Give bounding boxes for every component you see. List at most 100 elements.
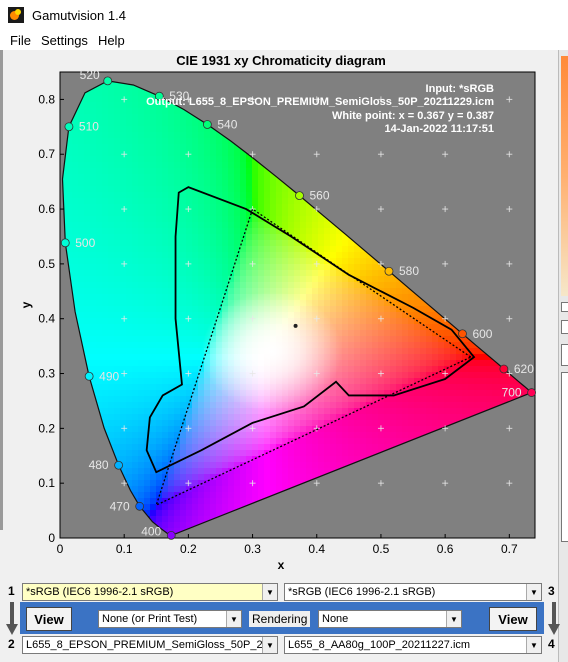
- grid-plus-marker: [442, 425, 449, 432]
- wavelength-label-540: 540: [217, 117, 237, 131]
- menu-help[interactable]: Help: [97, 32, 125, 48]
- output-profile-select[interactable]: L655_8_EPSON_PREMIUM_SemiGloss_50P_2( ▼: [22, 636, 278, 654]
- compare-input-profile-select[interactable]: *sRGB (IEC6 1996-2.1 sRGB) ▼: [284, 583, 542, 601]
- output-profile-value: L655_8_EPSON_PREMIUM_SemiGloss_50P_2(: [26, 639, 267, 651]
- y-tick-label: 0.2: [38, 421, 55, 435]
- right-list[interactable]: [561, 372, 568, 542]
- grid-plus-marker: [185, 425, 192, 432]
- plot-title: CIE 1931 xy Chromaticity diagram: [176, 53, 386, 68]
- wavelength-dot-540: [202, 120, 212, 129]
- grid-plus-marker: [121, 315, 128, 322]
- grid-plus-marker: [442, 480, 449, 487]
- y-tick-label: 0: [48, 531, 55, 545]
- grid-plus-marker: [121, 96, 128, 103]
- chevron-down-icon[interactable]: ▼: [526, 637, 541, 653]
- x-tick-label: 0.1: [116, 542, 133, 556]
- grid-plus-marker: [377, 370, 384, 377]
- right-checkbox[interactable]: [561, 302, 568, 312]
- chevron-down-icon[interactable]: ▼: [262, 637, 277, 653]
- wavelength-dot-500: [60, 238, 70, 248]
- grid-plus-marker: [506, 370, 513, 377]
- grid-plus-marker: [377, 151, 384, 158]
- wavelength-dot-470: [135, 501, 145, 511]
- wavelength-dot-530: [154, 91, 164, 101]
- print-test-select[interactable]: None (or Print Test) ▼: [98, 610, 242, 628]
- menu-file[interactable]: File: [10, 32, 31, 48]
- right-button[interactable]: [561, 344, 568, 366]
- compare-output-profile-select[interactable]: L655_8_AA80g_100P_20211227.icm ▼: [284, 636, 542, 654]
- wavelength-label-470: 470: [110, 499, 130, 513]
- grid-plus-marker: [442, 206, 449, 213]
- window-title: Gamutvision 1.4: [32, 7, 126, 23]
- wavelength-dot-600: [458, 329, 467, 339]
- y-tick-label: 0.4: [38, 312, 55, 326]
- input-profile-value: *sRGB (IEC6 1996-2.1 sRGB): [26, 586, 174, 598]
- wavelength-label-700: 700: [502, 386, 522, 400]
- grid-plus-marker: [185, 206, 192, 213]
- view-left-button[interactable]: View: [26, 607, 72, 631]
- grid-plus-marker: [185, 370, 192, 377]
- y-tick-label: 0.7: [38, 147, 55, 161]
- grid-plus-marker: [185, 260, 192, 267]
- print-test-value: None (or Print Test): [102, 613, 198, 625]
- slot-2-number: 2: [8, 637, 15, 651]
- y-tick-label: 0.8: [38, 92, 55, 106]
- y-tick-label: 0.6: [38, 202, 55, 216]
- grid-plus-marker: [506, 151, 513, 158]
- input-srgb-gamut: [155, 208, 473, 507]
- grid-plus-marker: [442, 151, 449, 158]
- y-tick-label: 0.1: [38, 476, 55, 490]
- rendering-label: Rendering: [249, 611, 311, 627]
- grid-plus-marker: [377, 480, 384, 487]
- grid-plus-marker: [249, 260, 256, 267]
- gamutvision-logo-icon: [8, 7, 24, 23]
- right-field-1[interactable]: [561, 320, 568, 334]
- y-tick-label: 0.5: [38, 257, 55, 271]
- grid-plus-marker: [313, 480, 320, 487]
- grid-plus-marker: [377, 425, 384, 432]
- grid-plus-marker: [313, 151, 320, 158]
- grid-plus-marker: [249, 480, 256, 487]
- rendering-select[interactable]: None ▼: [318, 610, 462, 628]
- grid-plus-marker: [313, 425, 320, 432]
- grid-plus-marker: [313, 206, 320, 213]
- grid-plus-marker: [249, 425, 256, 432]
- chevron-down-icon[interactable]: ▼: [262, 584, 277, 600]
- grid-plus-marker: [121, 480, 128, 487]
- grid-plus-marker: [185, 480, 192, 487]
- wavelength-label-600: 600: [472, 327, 492, 341]
- grid-plus-marker: [377, 260, 384, 267]
- compare-output-profile-value: L655_8_AA80g_100P_20211227.icm: [288, 639, 471, 651]
- grid-plus-marker: [249, 370, 256, 377]
- input-profile-select[interactable]: *sRGB (IEC6 1996-2.1 sRGB) ▼: [22, 583, 278, 601]
- chevron-down-icon[interactable]: ▼: [526, 584, 541, 600]
- menu-bar: File Settings Help: [0, 30, 568, 50]
- title-bar: Gamutvision 1.4: [0, 0, 568, 30]
- view-right-button[interactable]: View: [489, 607, 537, 631]
- grid-plus-marker: [313, 96, 320, 103]
- chevron-down-icon[interactable]: ▼: [226, 611, 241, 627]
- grid-plus-marker: [377, 315, 384, 322]
- wavelength-label-400: 400: [141, 524, 161, 538]
- grid-plus-marker: [313, 260, 320, 267]
- chevron-down-icon[interactable]: ▼: [446, 611, 461, 627]
- grid-plus-marker: [377, 206, 384, 213]
- wavelength-dot-560: [295, 191, 304, 201]
- grid-plus-marker: [506, 480, 513, 487]
- grid-plus-marker: [249, 315, 256, 322]
- info-input: Input: *sRGB: [426, 83, 494, 95]
- slot-3-number: 3: [548, 584, 555, 598]
- wavelength-label-500: 500: [75, 236, 95, 250]
- grid-plus-marker: [442, 370, 449, 377]
- menu-settings[interactable]: Settings: [40, 32, 88, 48]
- slot-4-number: 4: [548, 637, 555, 651]
- x-tick-label: 0: [57, 542, 64, 556]
- wavelength-label-480: 480: [89, 458, 109, 472]
- slot-1-number: 1: [8, 584, 15, 598]
- info-output: Output: L655_8_EPSON_PREMIUM_SemiGloss_5…: [146, 96, 494, 108]
- wavelength-dot-700: [527, 388, 536, 397]
- grid-plus-marker: [506, 425, 513, 432]
- x-axis-ticks: 0 0.1 0.2 0.3 0.4 0.5 0.6 0.7: [57, 534, 518, 556]
- x-tick-label: 0.4: [308, 542, 325, 556]
- wavelength-label-580: 580: [399, 264, 419, 278]
